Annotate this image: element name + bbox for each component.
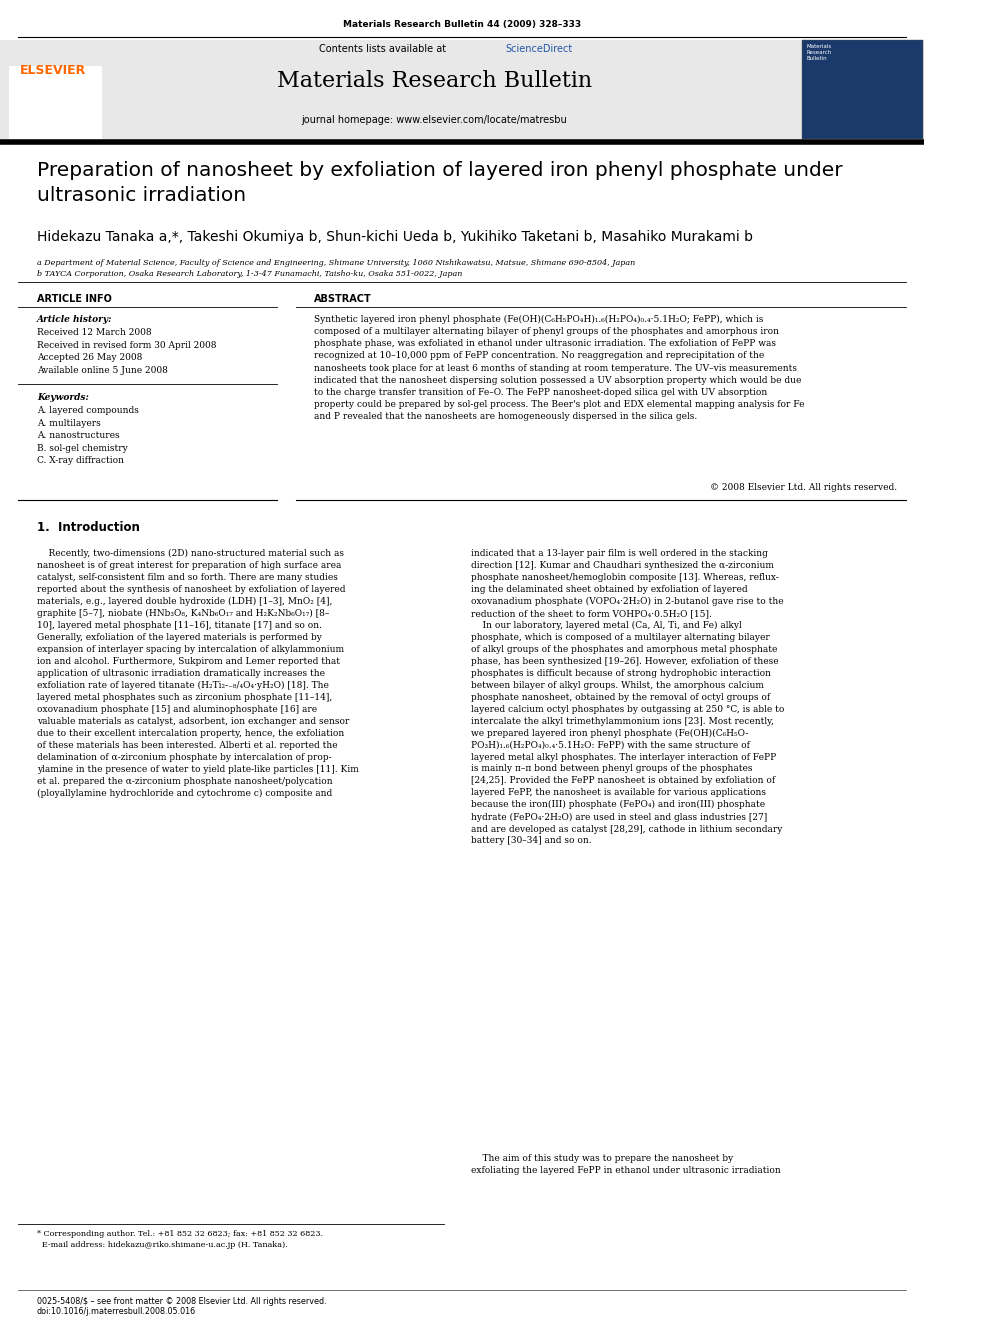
Text: The aim of this study was to prepare the nanosheet by
exfoliating the layered Fe: The aim of this study was to prepare the… <box>471 1154 782 1175</box>
Text: journal homepage: www.elsevier.com/locate/matresbu: journal homepage: www.elsevier.com/locat… <box>302 115 567 126</box>
Text: Materials Research Bulletin: Materials Research Bulletin <box>277 70 592 93</box>
Text: a Department of Material Science, Faculty of Science and Engineering, Shimane Un: a Department of Material Science, Facult… <box>37 259 635 267</box>
Text: b TAYCA Corporation, Osaka Research Laboratory, 1-3-47 Funamachi, Taisho-ku, Osa: b TAYCA Corporation, Osaka Research Labo… <box>37 270 462 278</box>
Text: Materials Research Bulletin 44 (2009) 328–333: Materials Research Bulletin 44 (2009) 32… <box>343 20 581 29</box>
Text: ARTICLE INFO: ARTICLE INFO <box>37 294 112 304</box>
Bar <box>0 40 925 139</box>
Text: indicated that a 13-layer pair film is well ordered in the stacking
direction [1: indicated that a 13-layer pair film is w… <box>471 549 785 845</box>
Text: 0025-5408/$ – see front matter © 2008 Elsevier Ltd. All rights reserved.: 0025-5408/$ – see front matter © 2008 El… <box>37 1297 326 1306</box>
Text: Recently, two-dimensions (2D) nano-structured material such as
nanosheet is of g: Recently, two-dimensions (2D) nano-struc… <box>37 549 359 798</box>
Text: Synthetic layered iron phenyl phosphate (Fe(OH)(C₆H₅PO₄H)₁.₆(H₂PO₄)₀.₄·5.1H₂O; F: Synthetic layered iron phenyl phosphate … <box>314 315 805 421</box>
Text: 1.  Introduction: 1. Introduction <box>37 521 140 534</box>
Text: Keywords:: Keywords: <box>37 393 89 402</box>
Text: ABSTRACT: ABSTRACT <box>314 294 372 304</box>
Text: Preparation of nanosheet by exfoliation of layered iron phenyl phosphate under
u: Preparation of nanosheet by exfoliation … <box>37 161 842 205</box>
Text: © 2008 Elsevier Ltd. All rights reserved.: © 2008 Elsevier Ltd. All rights reserved… <box>709 483 897 492</box>
Text: Received 12 March 2008
Received in revised form 30 April 2008
Accepted 26 May 20: Received 12 March 2008 Received in revis… <box>37 328 216 374</box>
Text: doi:10.1016/j.materresbull.2008.05.016: doi:10.1016/j.materresbull.2008.05.016 <box>37 1307 196 1316</box>
Text: * Corresponding author. Tel.: +81 852 32 6823; fax: +81 852 32 6823.: * Corresponding author. Tel.: +81 852 32… <box>37 1230 323 1238</box>
Bar <box>803 40 923 139</box>
Text: ELSEVIER: ELSEVIER <box>21 64 86 77</box>
Bar <box>9 66 102 139</box>
Text: Materials
Research
Bulletin: Materials Research Bulletin <box>806 44 831 61</box>
Text: ScienceDirect: ScienceDirect <box>506 44 573 54</box>
Text: Contents lists available at: Contents lists available at <box>318 44 449 54</box>
Text: Article history:: Article history: <box>37 315 112 324</box>
Text: A. layered compounds
A. multilayers
A. nanostructures
B. sol-gel chemistry
C. X-: A. layered compounds A. multilayers A. n… <box>37 406 139 466</box>
Text: Hidekazu Tanaka a,*, Takeshi Okumiya b, Shun-kichi Ueda b, Yukihiko Taketani b, : Hidekazu Tanaka a,*, Takeshi Okumiya b, … <box>37 230 753 245</box>
Text: E-mail address: hidekazu@riko.shimane-u.ac.jp (H. Tanaka).: E-mail address: hidekazu@riko.shimane-u.… <box>37 1241 288 1249</box>
